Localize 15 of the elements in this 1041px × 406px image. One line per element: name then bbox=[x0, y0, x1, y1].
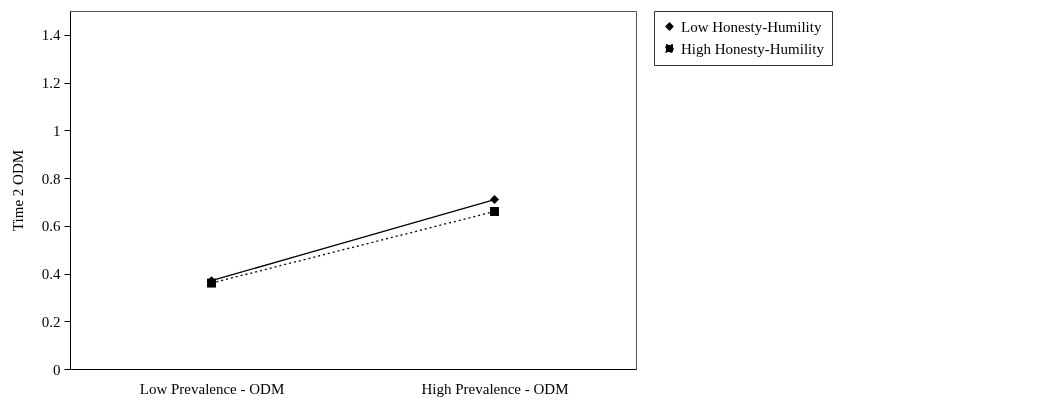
y-tick-label: 1.2 bbox=[41, 75, 61, 92]
point bbox=[490, 207, 499, 216]
x-tick-label: High Prevalence - ODM bbox=[421, 380, 569, 397]
y-tick-label: 0 bbox=[53, 361, 61, 378]
y-axis-title: Time 2 ODM bbox=[9, 149, 26, 232]
y-tick-label: 0.4 bbox=[41, 266, 61, 283]
y-tick-label: 1 bbox=[53, 122, 61, 139]
x-tick-label: Low Prevalence - ODM bbox=[139, 380, 285, 397]
legend-label: High Honesty-Humility bbox=[681, 40, 825, 57]
y-tick-label: 0.6 bbox=[41, 218, 61, 235]
point bbox=[490, 195, 499, 205]
y-tick-label: 0.8 bbox=[41, 170, 61, 187]
legend-label: Low Honesty-Humility bbox=[681, 18, 822, 35]
y-tick-label: 1.4 bbox=[41, 27, 61, 44]
y-tick-label: 0.2 bbox=[41, 313, 61, 330]
